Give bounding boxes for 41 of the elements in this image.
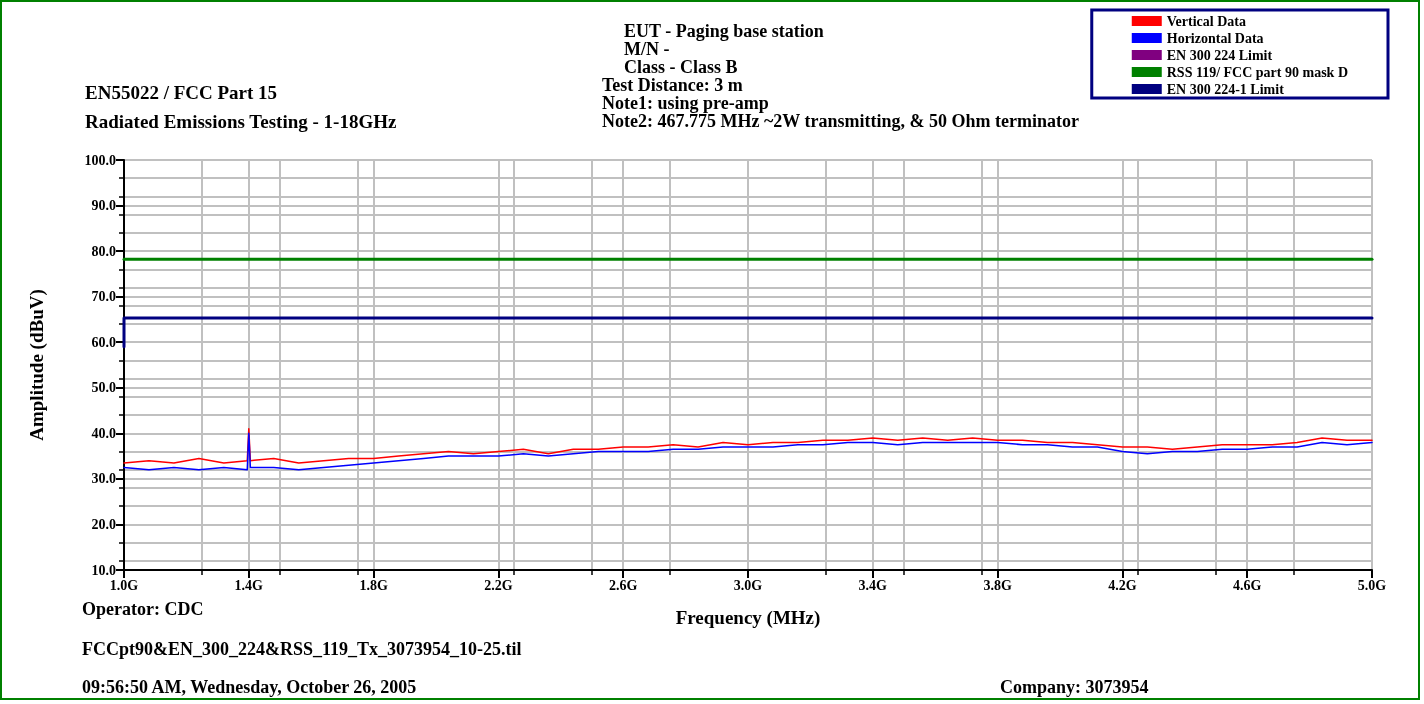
legend-label: Vertical Data <box>1166 13 1246 29</box>
x-tick-label: 3.8G <box>983 577 1012 593</box>
text: EUT - Paging base station <box>624 21 824 41</box>
y-tick-label: 100.0 <box>84 152 116 168</box>
text: Operator: CDC <box>82 599 204 619</box>
text: M/N - <box>624 39 670 59</box>
legend-label: Horizontal Data <box>1166 30 1264 46</box>
legend-label: EN 300 224-1 Limit <box>1166 81 1285 97</box>
y-tick-label: 60.0 <box>91 334 116 350</box>
line-series <box>123 428 1373 464</box>
x-tick-label: 2.6G <box>609 577 638 593</box>
text: 09:56:50 AM, Wednesday, October 26, 2005 <box>82 677 417 697</box>
legend-label: RSS 119/ FCC part 90 mask D <box>1166 64 1349 80</box>
y-tick-label: 20.0 <box>91 516 116 532</box>
line-series <box>123 432 1373 471</box>
text: FCCpt90&EN_300_224&RSS_119_Tx_3073954_10-25.til <box>82 639 522 659</box>
x-tick-label: 1.0G <box>109 577 139 593</box>
y-tick-label: 10.0 <box>91 562 116 578</box>
y-tick-label: 40.0 <box>91 425 116 441</box>
x-tick-label: 1.8G <box>359 577 388 593</box>
y-axis-title: Amplitude (dBuV) <box>26 289 48 441</box>
x-tick-label: 4.6G <box>1233 577 1262 593</box>
x-tick-label: 5.0G <box>1357 577 1387 593</box>
chart-subtitle: Radiated Emissions Testing - 1-18GHz <box>85 111 397 132</box>
x-tick-label: 3.0G <box>733 577 763 593</box>
x-tick-label: 4.2G <box>1108 577 1137 593</box>
x-tick-label: 1.4G <box>234 577 264 593</box>
y-tick-label: 90.0 <box>91 198 116 214</box>
y-tick-label: 70.0 <box>91 289 116 305</box>
x-tick-label: 2.2G <box>484 577 513 593</box>
legend-label: EN 300 224 Limit <box>1166 47 1273 63</box>
text: Test Distance: 3 m <box>602 75 743 95</box>
y-tick-label: 80.0 <box>91 243 116 259</box>
y-tick-label: 50.0 <box>91 380 116 396</box>
chart-title: EN55022 / FCC Part 15 <box>85 82 278 103</box>
x-tick-label: 3.4G <box>858 577 888 593</box>
text: Note1: using pre-amp <box>602 93 769 113</box>
y-tick-label: 30.0 <box>91 471 116 487</box>
text: Company: 3073954 <box>1000 677 1149 697</box>
text: Class - Class B <box>624 57 738 77</box>
x-axis-title: Frequency (MHz) <box>675 607 821 629</box>
